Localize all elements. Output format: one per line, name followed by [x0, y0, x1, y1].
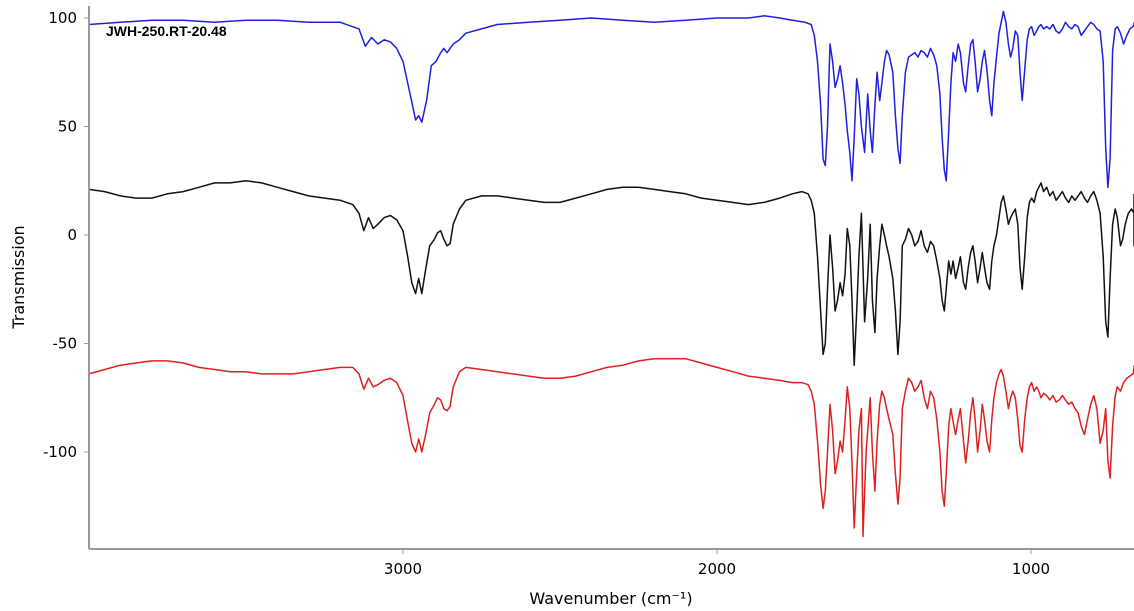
- y-tick-label: -50: [53, 335, 78, 353]
- y-tick-label: 50: [58, 118, 77, 136]
- spectrum-annotation: JWH-250.RT-20.48: [106, 23, 227, 39]
- y-tick-label: 100: [48, 9, 77, 27]
- y-tick-label: 0: [67, 226, 77, 244]
- spectrum-line-2: [88, 180, 1134, 366]
- x-tick-label: 1000: [1012, 560, 1050, 578]
- y-tick-label: -100: [43, 443, 77, 461]
- spectrum-line-3: [88, 357, 1134, 538]
- series-layer: [88, 10, 1134, 538]
- y-axis-title: Transmission: [9, 225, 28, 329]
- x-tick-label: 2000: [698, 560, 736, 578]
- tick-layer: 100 50 0 -50 -100 3000 2000 1000: [43, 9, 1050, 578]
- x-tick-label: 3000: [384, 560, 422, 578]
- spectrum-line-1: [88, 10, 1134, 189]
- plot-background: [89, 6, 1134, 549]
- x-axis-title: Wavenumber (cm⁻¹): [529, 589, 692, 608]
